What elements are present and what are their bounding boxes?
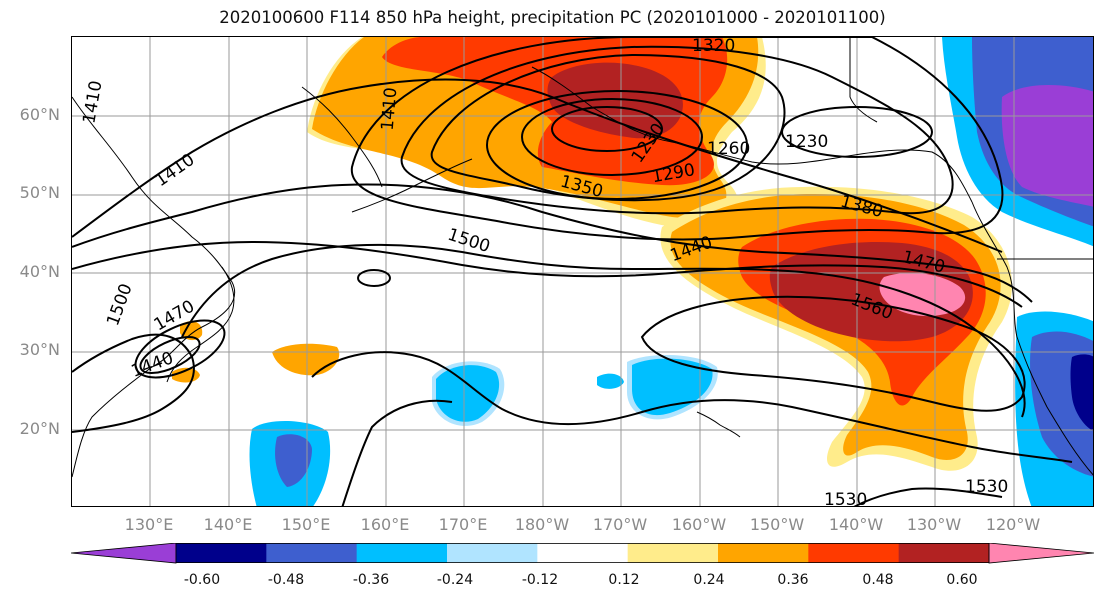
contour-label: 1230 [785, 132, 828, 152]
contour-label: 1530 [965, 477, 1008, 497]
contour-label: 1410 [378, 87, 402, 132]
contour-1560 [640, 295, 1026, 412]
precip-skyblue-blob-3 [597, 373, 624, 389]
lon-label-120w: 120°W [985, 515, 1041, 534]
coast-japan [166, 266, 235, 383]
lon-label-140w: 140°W [828, 515, 884, 534]
contour-small-1470 [134, 319, 226, 379]
precip-skyblue-blob-1 [436, 365, 500, 422]
colorbar-tick-label: -0.12 [521, 572, 559, 588]
precip-orange-blob-1 [272, 343, 340, 376]
colorbar-swatch [356, 543, 448, 563]
colorbar-extend-right [988, 543, 1094, 564]
colorbar-tick-label: 0.36 [777, 572, 809, 588]
lon-label-170e: 170°E [438, 515, 488, 534]
lat-label-60: 60°N [19, 105, 60, 124]
contour-low-alaska-1230 [551, 106, 663, 152]
contour-label: 1410 [79, 79, 106, 125]
colorbar-extend-left [71, 543, 177, 564]
contour-1410 [72, 78, 1003, 253]
contour-1380 [350, 37, 1004, 241]
colorbar-swatch [266, 543, 358, 563]
colorbar-frame [175, 543, 990, 563]
precip-orange-blob-3 [180, 321, 203, 341]
border-alaska-canada [849, 37, 878, 123]
lon-label-180w: 180°W [514, 515, 570, 534]
map-panel: 1320 1230 1260 1230 1290 1350 1380 1440 … [71, 36, 1094, 507]
height-contours [72, 37, 1073, 506]
coast-asia [72, 96, 236, 478]
colorbar-tick-label: -0.48 [267, 572, 305, 588]
lon-label-170w: 170°W [592, 515, 648, 534]
contour-label: 1320 [692, 37, 735, 56]
lon-label-150e: 150°E [281, 515, 331, 534]
contour-1470 [72, 240, 1023, 308]
contour-label: 1530 [824, 490, 867, 507]
colorbar-swatch [537, 543, 629, 563]
contour-1350 [400, 45, 954, 215]
contour-low-gulf-1230 [781, 106, 933, 158]
colorbar-tick-label: 0.24 [693, 572, 725, 588]
lon-label-140e: 140°E [203, 515, 253, 534]
precip-shading [172, 37, 1093, 506]
coast-hawaii [696, 411, 741, 438]
precip-blue-blob-4 [275, 434, 312, 487]
lat-label-20: 20°N [19, 419, 60, 438]
contour-south-1530 [341, 399, 453, 506]
lat-label-50: 50°N [19, 183, 60, 202]
contour-1440 [72, 183, 1033, 303]
contour-1530 [311, 351, 1073, 463]
lon-label-150w: 150°W [749, 515, 805, 534]
colorbar-swatch [627, 543, 719, 563]
colorbar-tick-label: 0.48 [862, 572, 894, 588]
precip-darkred-north [547, 62, 683, 139]
lon-label-160w: 160°W [671, 515, 727, 534]
contour-label: 1410 [152, 150, 199, 191]
colorbar-swatch [808, 543, 900, 563]
coast-kamchatka [301, 86, 383, 188]
lon-label-130w: 130°W [906, 515, 962, 534]
contour-low-alaska-1260 [521, 98, 703, 176]
contour-small-1440 [139, 336, 201, 374]
colorbar-tick-label: 0.60 [946, 572, 978, 588]
lon-label-130e: 130°E [124, 515, 174, 534]
contour-1530-south [853, 487, 1003, 506]
lat-label-30: 30°N [19, 340, 60, 359]
colorbar-tick-label: -0.24 [436, 572, 474, 588]
map-title: 2020100600 F114 850 hPa height, precipit… [219, 8, 886, 27]
contour-label: 1500 [103, 281, 137, 328]
precip-darkred-east [769, 242, 973, 342]
colorbar-swatch [176, 543, 267, 563]
contour-small-high [357, 269, 391, 287]
precip-navy-southeast [1070, 354, 1093, 431]
colorbar-swatch [718, 543, 809, 563]
map-canvas: 1320 1230 1260 1230 1290 1350 1380 1440 … [72, 37, 1093, 507]
precip-pink-east [879, 272, 966, 317]
contour-1500-west [72, 333, 195, 433]
colorbar-tick-label: -0.36 [352, 572, 390, 588]
colorbar-tick-label: 0.12 [608, 572, 640, 588]
contour-1500 [181, 243, 1026, 418]
colorbar-swatch [447, 543, 538, 563]
colorbar-swatch [898, 543, 990, 563]
colorbar [71, 543, 1094, 564]
lat-label-40: 40°N [19, 262, 60, 281]
colorbar-tick-label: -0.60 [183, 572, 221, 588]
lon-label-160e: 160°E [360, 515, 410, 534]
precip-purple-east [1001, 85, 1093, 207]
contour-label: 1260 [707, 139, 750, 159]
